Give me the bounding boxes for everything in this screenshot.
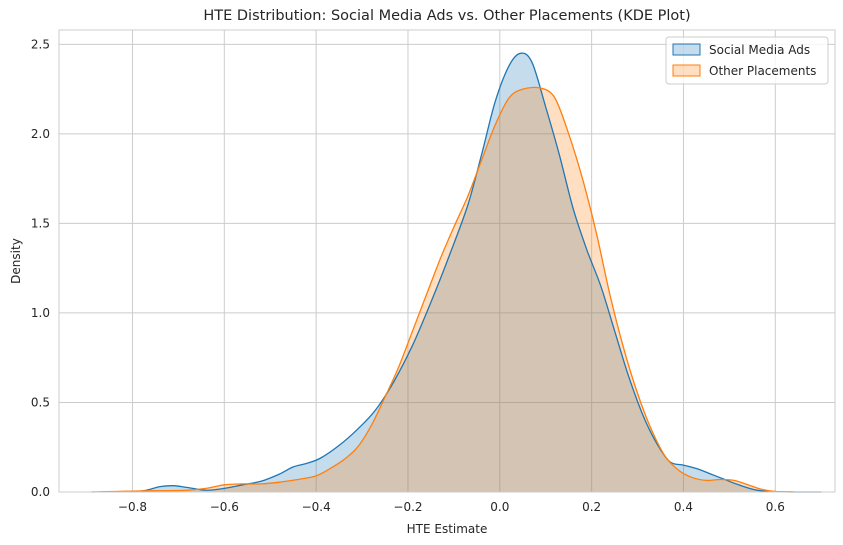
y-axis-label: Density (9, 238, 23, 284)
legend-swatch-1 (672, 43, 701, 56)
y-tick-label: 1.0 (31, 306, 50, 320)
density-lines (91, 52, 822, 493)
y-tick-label: 0.5 (31, 395, 50, 409)
x-tick-labels: −0.8 −0.6 −0.4 −0.2 0.0 0.2 0.4 0.6 (118, 500, 785, 514)
plot-frame (58, 29, 836, 493)
y-tick-label: 2.0 (31, 127, 50, 141)
y-tick-label: 0.0 (31, 485, 50, 499)
y-tick-labels: 0.0 0.5 1.0 1.5 2.0 2.5 (31, 37, 50, 499)
x-tick-label: −0.4 (302, 500, 331, 514)
x-tick-label: −0.2 (393, 500, 422, 514)
legend: Social Media Ads Other Placements (665, 36, 829, 85)
legend-label-2: Other Placements (709, 64, 816, 78)
x-tick-label: 0.0 (490, 500, 509, 514)
x-tick-label: 0.6 (766, 500, 785, 514)
density-area-2 (91, 87, 794, 492)
density-areas (91, 53, 822, 492)
chart-title: HTE Distribution: Social Media Ads vs. O… (203, 8, 690, 24)
x-tick-label: −0.6 (210, 500, 239, 514)
legend-box (665, 36, 829, 85)
density-area-1 (132, 53, 822, 492)
y-tick-label: 1.5 (31, 216, 50, 230)
legend-swatch-2 (672, 64, 701, 77)
gridlines (59, 30, 835, 493)
x-tick-label: 0.2 (582, 500, 601, 514)
legend-label-1: Social Media Ads (709, 43, 810, 57)
x-tick-label: 0.4 (674, 500, 693, 514)
y-tick-label: 2.5 (31, 37, 50, 51)
density-line-2 (91, 86, 794, 493)
x-tick-label: −0.8 (118, 500, 147, 514)
x-axis-label: HTE Estimate (407, 522, 488, 536)
